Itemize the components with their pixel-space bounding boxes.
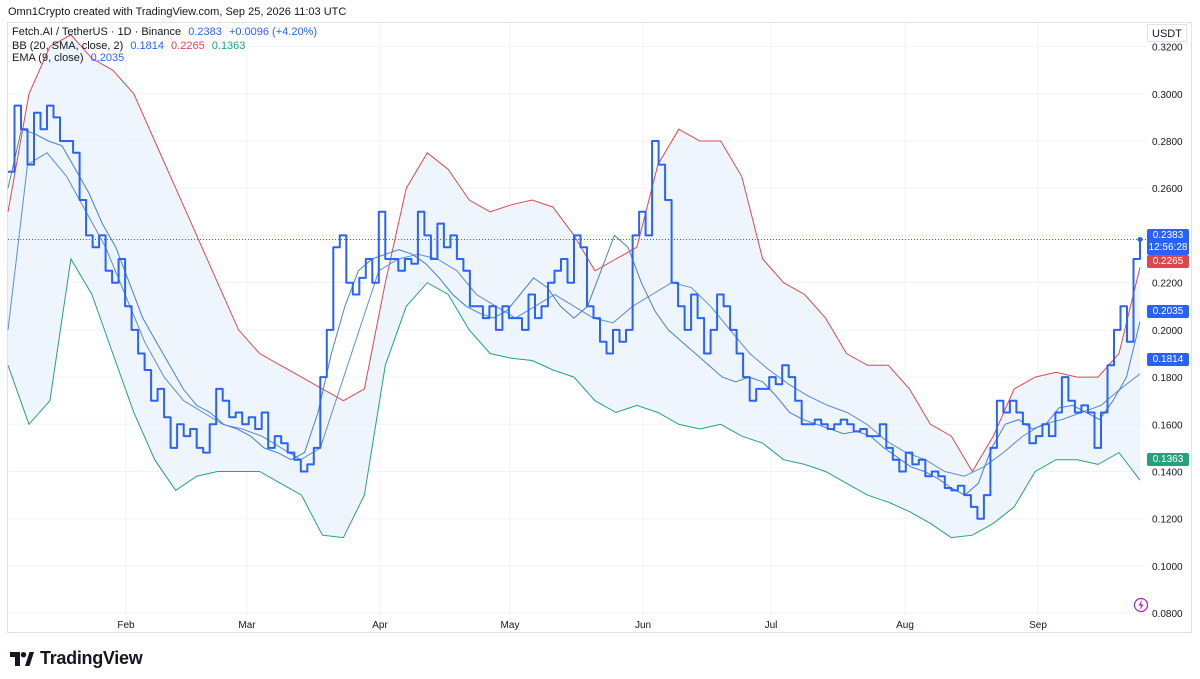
y-tick-label: 0.2200 — [1152, 279, 1183, 290]
chart-series — [7, 34, 1143, 539]
legend-bb-upper: 0.2265 — [171, 40, 205, 52]
y-tick-label: 0.1800 — [1152, 373, 1183, 384]
legend-bb-label: BB (20, SMA, close, 2) — [12, 40, 124, 52]
legend-ema: EMA (9, close) 0.2035 — [12, 52, 124, 64]
ema-tag: 0.2035 — [1147, 305, 1189, 318]
bb-basis-line — [7, 152, 1141, 477]
x-tick-label: Apr — [372, 620, 388, 631]
legend-symbol-change: +0.0096 (+4.20%) — [228, 26, 318, 38]
x-tick-label: Mar — [238, 620, 256, 631]
chart-frame — [7, 22, 1192, 633]
legend-symbol: Fetch.AI / TetherUS · 1D · Binance 0.238… — [12, 26, 317, 38]
legend-bb: BB (20, SMA, close, 2) 0.1814 0.2265 0.1… — [12, 40, 245, 52]
y-tick-label: 0.3200 — [1152, 43, 1183, 54]
legend-symbol-value: 0.2383 — [188, 26, 222, 38]
legend-symbol-label: Fetch.AI / TetherUS · 1D · Binance — [12, 26, 182, 38]
y-tick-label: 0.1200 — [1152, 515, 1183, 526]
bb-basis-tag: 0.1814 — [1147, 353, 1189, 366]
y-tick-label: 0.0800 — [1152, 609, 1183, 620]
currency-unit-button[interactable]: USDT — [1147, 24, 1187, 42]
x-tick-label: Feb — [117, 620, 135, 631]
legend-ema-label: EMA (9, close) — [12, 52, 84, 64]
y-tick-label: 0.2600 — [1152, 184, 1183, 195]
bollinger-band-fill — [8, 34, 1140, 538]
y-tick-label: 0.3000 — [1152, 90, 1183, 101]
x-axis-ticks: Feb Mar Apr May Jun Jul Aug Sep — [117, 620, 1047, 631]
legend-bb-lower: 0.1363 — [211, 40, 246, 52]
chart-caption: Omn1Crypto created with TradingView.com,… — [8, 6, 347, 18]
bar-countdown: 12:56:28 — [1148, 242, 1188, 253]
bb-lower-tag: 0.1363 — [1147, 453, 1189, 466]
bb-upper-tag: 0.2265 — [1147, 255, 1189, 268]
y-tick-label: 0.2800 — [1152, 137, 1183, 148]
lightning-icon[interactable] — [1133, 597, 1149, 613]
legend-bb-basis: 0.1814 — [130, 40, 164, 52]
last-price-value: 0.2383 — [1152, 230, 1184, 241]
y-tick-label: 0.1000 — [1152, 562, 1183, 573]
price-line — [8, 104, 1141, 520]
bb-lower-line — [7, 257, 1141, 539]
y-tick-label: 0.1600 — [1152, 420, 1183, 431]
y-tick-label: 0.2000 — [1152, 326, 1183, 337]
legend-ema-value: 0.2035 — [90, 52, 125, 64]
x-tick-label: Sep — [1029, 620, 1047, 631]
footer-logo: TradingView — [10, 648, 143, 669]
x-tick-label: May — [501, 620, 520, 631]
y-tick-label: 0.1400 — [1152, 467, 1183, 478]
last-price-tag: 0.2383 12:56:28 — [1147, 229, 1189, 255]
x-tick-label: Jun — [635, 620, 651, 631]
x-tick-label: Jul — [765, 620, 778, 631]
footer-brand: TradingView — [40, 648, 143, 668]
tradingview-logo-icon — [10, 651, 34, 666]
x-tick-label: Aug — [896, 620, 914, 631]
y-axis-ticks: 0.0800 0.1000 0.1200 0.1400 0.1600 0.1800 0.20… — [1152, 43, 1183, 621]
